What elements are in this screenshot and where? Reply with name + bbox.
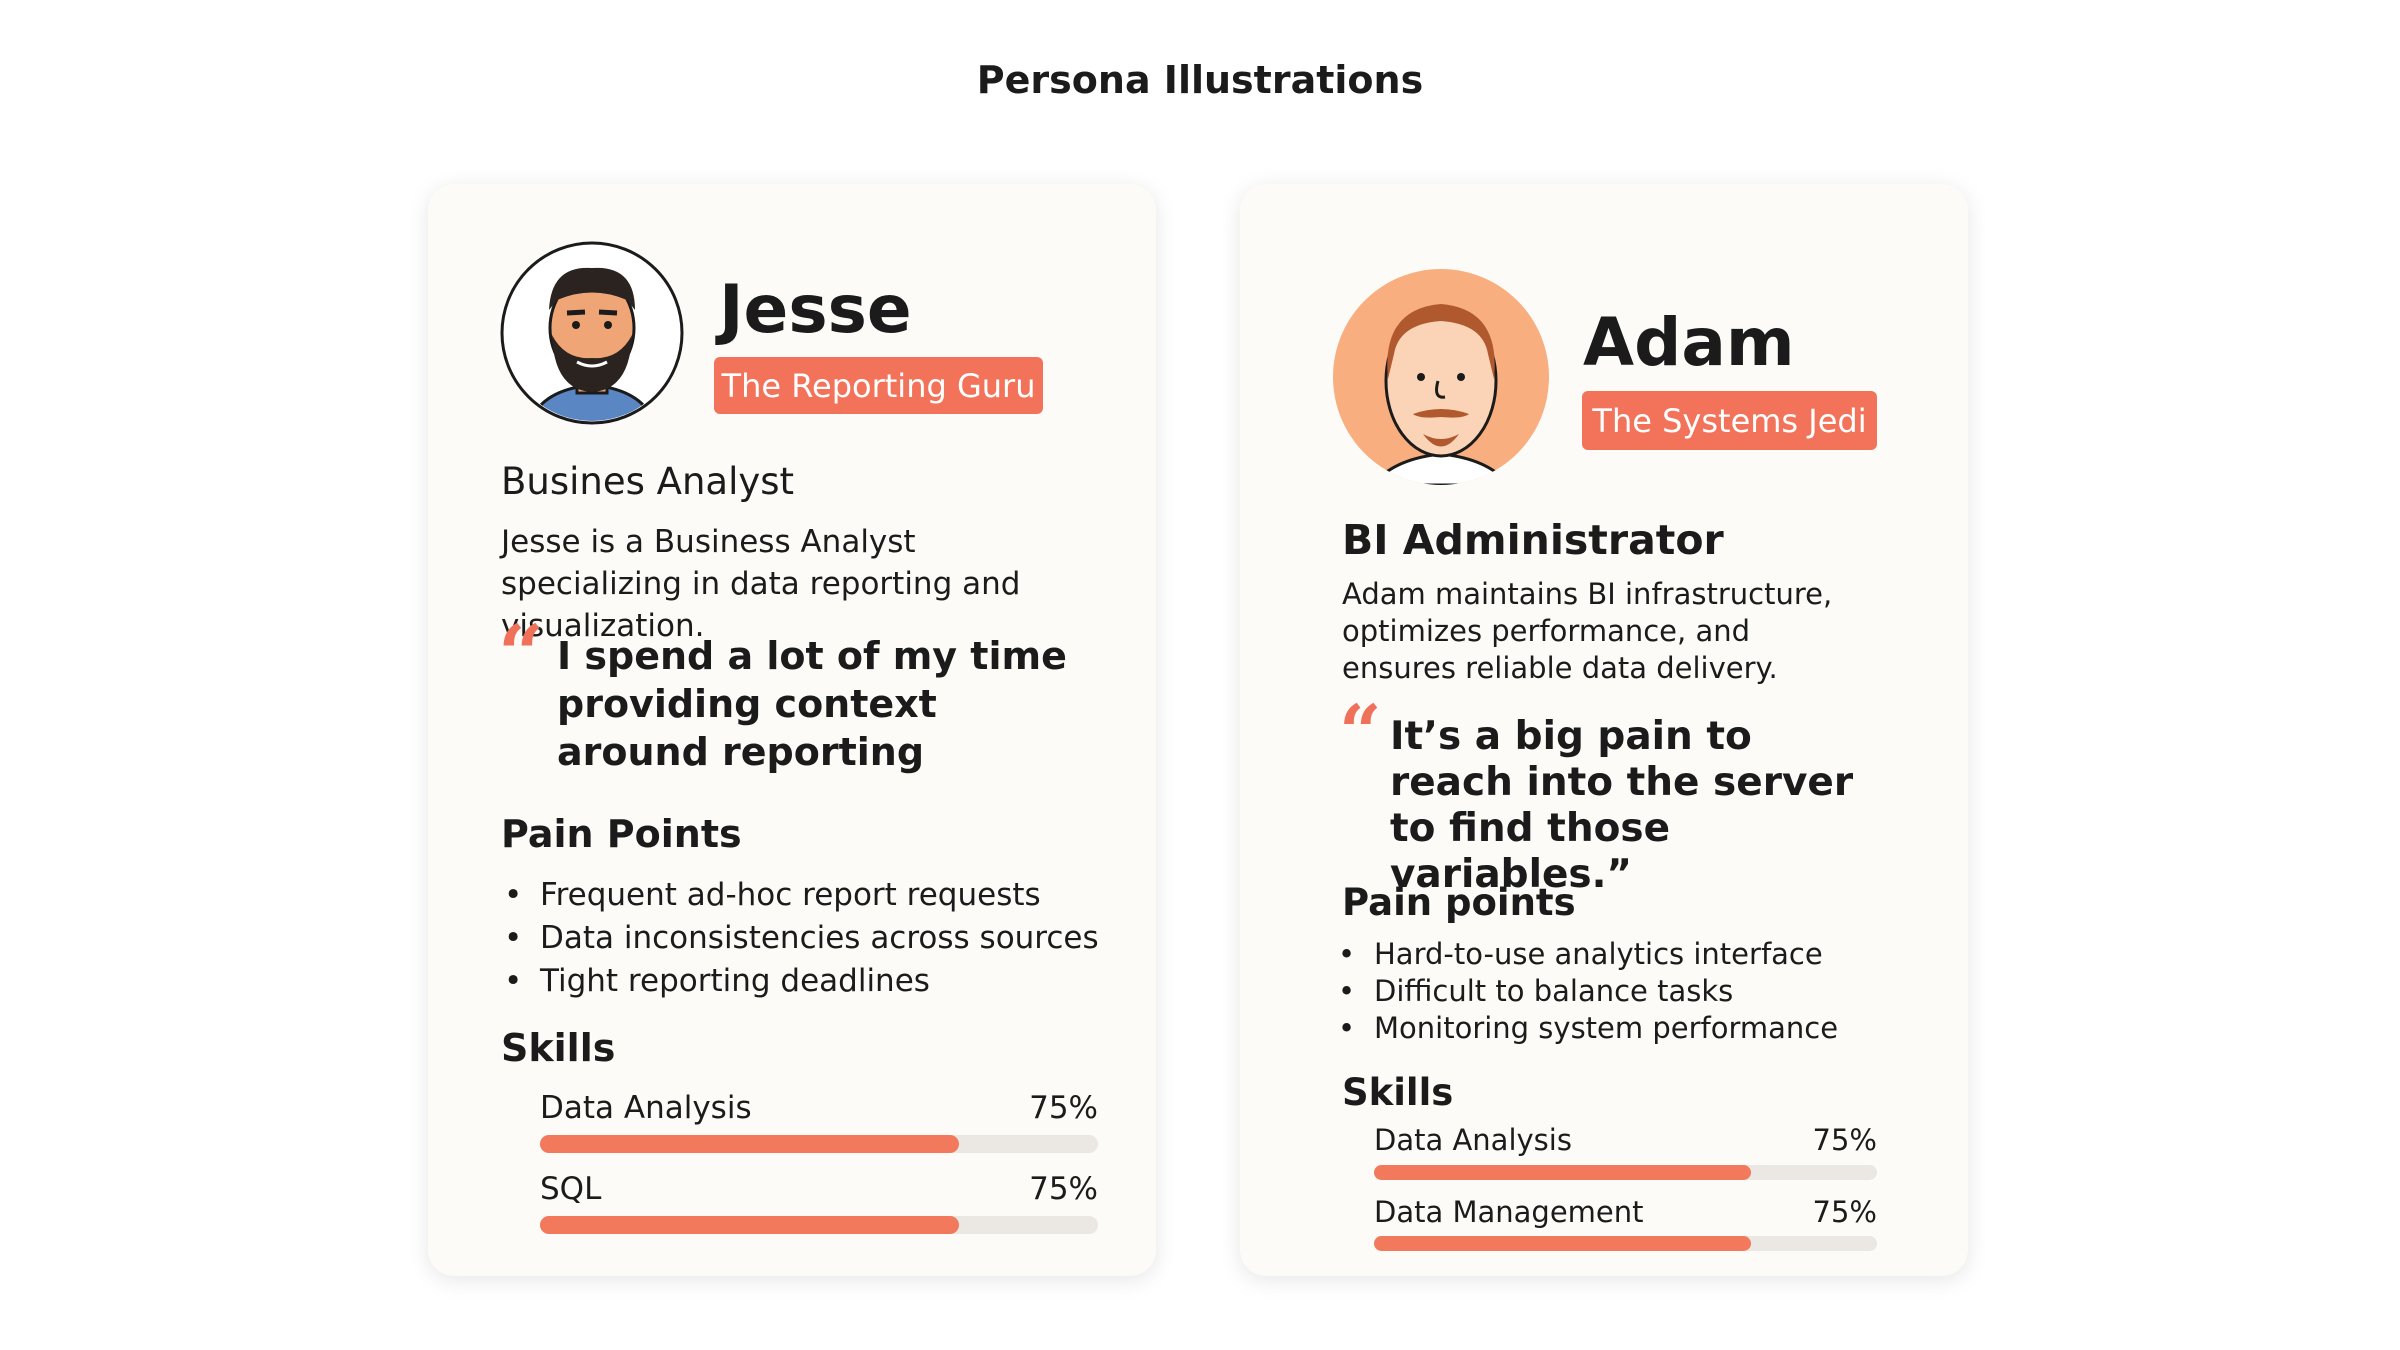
avatar — [1333, 269, 1549, 485]
pain-points-heading: Pain Points — [501, 812, 742, 856]
persona-role: BI Administrator — [1342, 516, 1724, 564]
persona-tagline: The Systems Jedi — [1582, 391, 1877, 450]
persona-card: Adam The Systems Jedi BI Administrator A… — [1240, 184, 1968, 1276]
pain-point: Difficult to balance tasks — [1338, 973, 1838, 1010]
quote-mark: “ — [498, 607, 545, 701]
pain-point: Hard-to-use analytics interface — [1338, 936, 1838, 973]
skill-track — [540, 1135, 1098, 1153]
skill-bar — [540, 1135, 959, 1153]
skill-bar — [540, 1216, 959, 1234]
avatar — [500, 241, 684, 425]
persona-description: Adam maintains BI infrastructure, optimi… — [1342, 577, 1833, 685]
pain-points-heading: Pain points — [1342, 881, 1576, 924]
quote-mark: “ — [1339, 690, 1382, 776]
skill-name: Data Management — [1374, 1195, 1644, 1229]
skill-row: Data Management 75% — [1374, 1195, 1877, 1229]
persona-quote: It’s a big pain to reach into the server… — [1390, 714, 1854, 897]
skill-level: 75% — [1029, 1171, 1098, 1207]
pain-point: Tight reporting deadlines — [504, 960, 1099, 1003]
skill-track — [1374, 1165, 1877, 1180]
pain-point: Monitoring system performance — [1338, 1010, 1838, 1047]
persona-quote: I spend a lot of my time providing conte… — [557, 634, 1067, 774]
page-title: Persona Illustrations — [976, 58, 1424, 102]
pain-points: Hard-to-use analytics interface Difficul… — [1338, 936, 1838, 1047]
pain-point: Frequent ad-hoc report requests — [504, 874, 1099, 917]
skill-bar — [1374, 1165, 1752, 1180]
skills-heading: Skills — [501, 1026, 616, 1070]
skill-name: Data Analysis — [1374, 1123, 1572, 1157]
pain-point: Data inconsistencies across sources — [504, 917, 1099, 960]
skill-name: SQL — [540, 1171, 602, 1207]
skill-track — [1374, 1236, 1877, 1251]
skills-heading: Skills — [1342, 1071, 1454, 1114]
persona-card: Jesse The Reporting Guru Busines Analyst… — [428, 184, 1156, 1276]
skill-row: Data Analysis 75% — [1374, 1123, 1877, 1157]
persona-name: Jesse — [719, 271, 912, 348]
skill-name: Data Analysis — [540, 1090, 752, 1126]
skill-level: 75% — [1812, 1195, 1877, 1229]
skill-row: Data Analysis 75% — [540, 1090, 1098, 1126]
persona-role: Busines Analyst — [501, 460, 795, 503]
skill-level: 75% — [1029, 1090, 1098, 1126]
persona-name: Adam — [1583, 304, 1795, 381]
skill-bar — [1374, 1236, 1752, 1251]
skill-row: SQL 75% — [540, 1171, 1098, 1207]
persona-tagline: The Reporting Guru — [714, 357, 1043, 414]
pain-points: Frequent ad-hoc report requests Data inc… — [504, 874, 1099, 1003]
skill-track — [540, 1216, 1098, 1234]
skill-level: 75% — [1812, 1123, 1877, 1157]
persona-description: Jesse is a Business Analyst specializing… — [501, 524, 1021, 644]
